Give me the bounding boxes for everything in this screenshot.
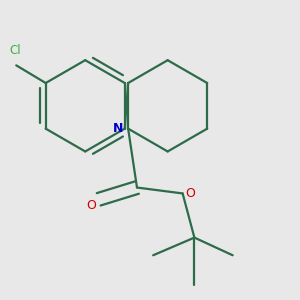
Text: O: O: [185, 187, 195, 200]
Text: Cl: Cl: [9, 44, 21, 56]
Text: N: N: [113, 122, 124, 135]
Text: O: O: [86, 199, 96, 212]
